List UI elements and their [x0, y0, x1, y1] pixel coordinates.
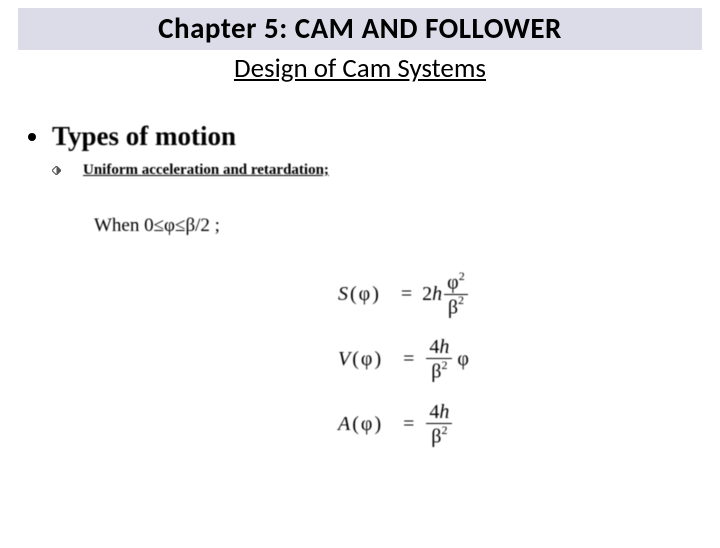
title-bar: Chapter 5: CAM AND FOLLOWER [18, 8, 702, 50]
condition-prefix: When [94, 215, 144, 236]
bullet-diamond-icon [52, 166, 61, 175]
eq-a-den-sup: 2 [441, 423, 447, 437]
content-area: Types of motion Uniform acceleration and… [0, 121, 720, 237]
eq-s-den: β [448, 296, 458, 318]
condition-expr: 0≤φ≤β/2 ; [144, 215, 220, 236]
heading-row: Types of motion [28, 121, 696, 152]
equations-block: S (φ) = 2 h φ2 β2 V (φ) = 4h β2 φ A (φ) … [338, 270, 470, 466]
section-heading: Types of motion [52, 121, 236, 152]
eq-s-fn: S [338, 283, 348, 306]
eq-v-trail: φ [457, 348, 469, 371]
eq-v-den-sup: 2 [441, 358, 447, 372]
condition-line: When 0≤φ≤β/2 ; [94, 215, 696, 237]
eq-a-den: β [431, 426, 441, 448]
eq-a-num-coef: 4 [429, 401, 439, 423]
eq-s-coef-var: h [432, 283, 442, 306]
equation-velocity: V (φ) = 4h β2 φ [338, 336, 470, 383]
section-subheading: Uniform acceleration and retardation; [83, 162, 329, 179]
equation-displacement: S (φ) = 2 h φ2 β2 [338, 270, 470, 318]
eq-s-num: φ [447, 272, 459, 294]
eq-s-den-sup: 2 [458, 293, 464, 307]
page-subtitle: Design of Cam Systems [0, 52, 720, 85]
chapter-title: Chapter 5: CAM AND FOLLOWER [18, 10, 702, 46]
eq-s-arg: φ [359, 283, 371, 306]
eq-s-num-sup: 2 [459, 269, 465, 283]
equation-acceleration: A (φ) = 4h β2 [338, 401, 470, 448]
eq-v-fn: V [338, 348, 350, 371]
subheading-row: Uniform acceleration and retardation; [52, 162, 696, 179]
eq-a-fn: A [338, 413, 350, 436]
eq-v-den: β [431, 361, 441, 383]
eq-v-num-var: h [439, 336, 449, 358]
eq-v-num-coef: 4 [429, 336, 439, 358]
eq-s-coef-pre: 2 [422, 283, 432, 306]
eq-a-arg: φ [361, 413, 373, 436]
eq-v-arg: φ [361, 348, 373, 371]
eq-a-num-var: h [439, 401, 449, 423]
bullet-disc-icon [28, 133, 36, 141]
